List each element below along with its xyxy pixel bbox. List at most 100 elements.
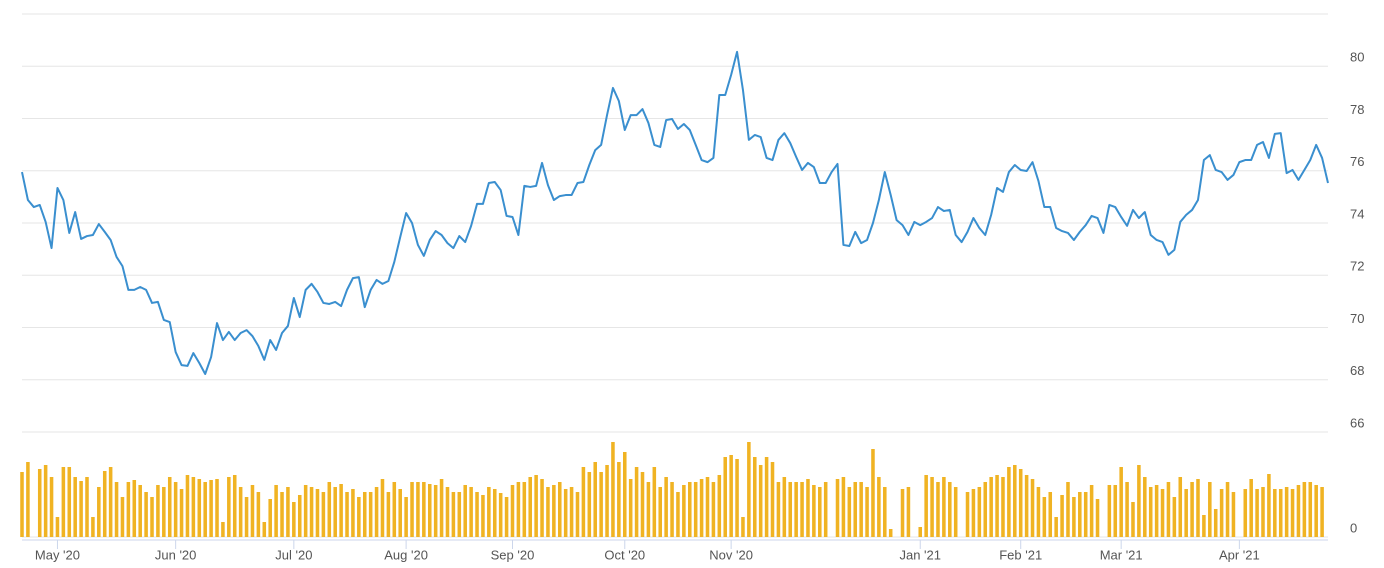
volume-bar <box>416 482 420 537</box>
volume-bar <box>1184 489 1188 537</box>
volume-bar <box>61 467 66 537</box>
volume-bar <box>268 499 272 537</box>
volume-bar <box>1267 474 1271 537</box>
volume-bar <box>983 482 988 537</box>
volume-bar <box>37 469 42 537</box>
volume-bar <box>877 477 881 537</box>
volume-bar <box>357 497 361 537</box>
volume-bar <box>292 502 296 537</box>
volume-bar <box>764 457 769 537</box>
volume-bar <box>581 467 586 537</box>
volume-bar <box>280 492 284 537</box>
volume-bar <box>859 482 863 537</box>
volume-bar <box>1249 479 1253 537</box>
volume-bar <box>203 482 207 537</box>
volume-bar <box>1302 482 1307 537</box>
volume-bar <box>262 522 267 537</box>
volume-bar <box>906 487 911 537</box>
volume-bar <box>971 489 976 537</box>
volume-bar <box>682 485 686 537</box>
volume-bar <box>1196 479 1200 537</box>
volume-bar <box>812 485 816 537</box>
volume-bar <box>1131 502 1135 537</box>
volume-bar <box>315 489 320 537</box>
volume-bar <box>575 492 580 537</box>
volume-bar <box>611 442 615 537</box>
volume-bar <box>1154 485 1159 537</box>
x-tick-label: Apr '21 <box>1219 547 1260 562</box>
volume-bar <box>102 471 107 537</box>
volume-bar <box>274 485 278 537</box>
volume-bar <box>1048 492 1053 537</box>
volume-bar <box>953 487 958 537</box>
volume-bar <box>758 465 763 537</box>
volume-bar <box>179 489 184 537</box>
volume-bar <box>297 495 302 537</box>
volume-bar <box>1013 465 1017 537</box>
volume-bar <box>670 482 674 537</box>
volume-bar <box>1024 475 1029 537</box>
volume-bar <box>49 477 54 537</box>
volume-bar <box>1001 477 1005 537</box>
volume-bar <box>1231 492 1236 537</box>
volume-bar <box>605 465 609 537</box>
volume-bar <box>114 482 119 537</box>
volume-bar <box>422 482 426 537</box>
volume-bar <box>977 487 982 537</box>
volume-bar <box>227 477 231 537</box>
volume-bar <box>699 479 704 537</box>
volume-bar <box>741 517 745 537</box>
volume-bar <box>1113 485 1118 537</box>
volume-bar <box>563 489 568 537</box>
y-tick-label: 80 <box>1350 50 1364 65</box>
volume-bar <box>1308 482 1313 537</box>
volume-bar <box>368 492 373 537</box>
volume-bar <box>250 485 255 537</box>
volume-bar <box>1030 479 1035 537</box>
volume-bar <box>617 462 621 537</box>
volume-bar <box>457 492 462 537</box>
volume-bar <box>510 485 515 537</box>
volume-bar <box>1208 482 1212 537</box>
volume-bar <box>622 452 627 537</box>
volume-bar <box>362 492 367 537</box>
x-tick-label: Aug '20 <box>384 547 428 562</box>
volume-bar <box>717 475 722 537</box>
volume-bar <box>776 482 781 537</box>
volume-bar <box>404 497 408 537</box>
y-tick-label: 68 <box>1350 363 1364 378</box>
x-tick-label: Jul '20 <box>275 547 312 562</box>
volume-bar <box>965 492 970 537</box>
volume-bar <box>1225 482 1230 537</box>
volume-bar <box>374 487 379 537</box>
y-tick-label: 66 <box>1350 415 1364 430</box>
volume-bar <box>256 492 261 537</box>
volume-bar <box>552 485 556 537</box>
volume-bar <box>1290 489 1295 537</box>
volume-bar <box>138 485 142 537</box>
volume-bar <box>504 497 509 537</box>
volume-bar <box>469 487 473 537</box>
volume-bar <box>1060 495 1064 537</box>
volume-bar <box>711 482 716 537</box>
volume-bar <box>806 479 810 537</box>
volume-bar <box>197 479 202 537</box>
volume-bar <box>729 455 733 537</box>
volume-bar <box>770 462 775 537</box>
volume-bar <box>55 517 60 537</box>
volume-bar <box>1273 489 1277 537</box>
volume-bar <box>640 472 645 537</box>
y-tick-label: 70 <box>1350 311 1364 326</box>
volume-bar <box>1243 489 1248 537</box>
volume-bar <box>79 481 83 537</box>
volume-bar <box>918 527 923 537</box>
volume-bar <box>865 487 869 537</box>
volume-bar <box>132 480 137 537</box>
x-tick-label: Jan '21 <box>899 547 941 562</box>
volume-bar <box>930 477 934 537</box>
volume-bar <box>498 493 503 537</box>
volume-bar <box>1036 487 1041 537</box>
volume-bar <box>628 479 633 537</box>
volume-bar <box>1083 492 1088 537</box>
volume-bar <box>1125 482 1129 537</box>
